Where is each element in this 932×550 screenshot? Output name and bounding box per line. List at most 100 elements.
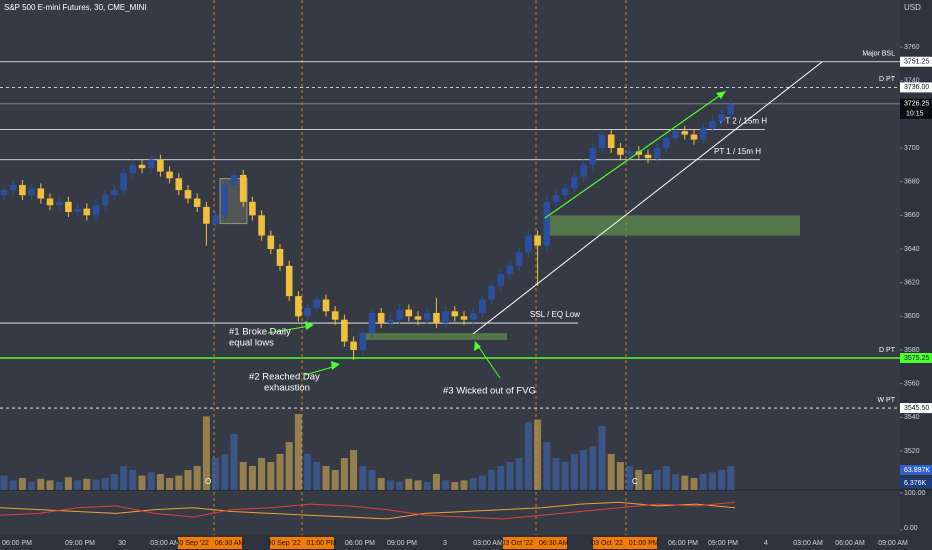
candle-body	[718, 114, 725, 122]
volume-bar	[368, 470, 376, 490]
x-tick-label: 06:00 PM	[345, 540, 375, 547]
time-highlight	[593, 537, 657, 549]
currency: USD	[904, 3, 921, 12]
candle-body	[111, 190, 118, 196]
candle-body	[19, 185, 26, 196]
zone	[362, 333, 507, 340]
volume-bar	[120, 466, 128, 490]
volume-bar	[156, 474, 164, 490]
annotation: #3 Wicked out of FVG	[443, 386, 536, 397]
x-tick-label: 03:00 AM	[793, 540, 823, 547]
candle-body	[543, 201, 551, 246]
candle-body	[65, 201, 72, 212]
indicator-label: O	[205, 477, 211, 486]
volume-bar	[442, 480, 450, 490]
oscillator-line	[0, 501, 736, 520]
volume-bar	[74, 480, 82, 490]
volume-bar	[230, 434, 238, 490]
volume-bar	[129, 470, 137, 490]
volume-bar	[552, 458, 560, 490]
candle-body	[672, 131, 679, 138]
volume-bar	[83, 478, 91, 490]
level-label: SSL / EQ Low	[530, 310, 580, 319]
candle-body	[423, 312, 431, 320]
arrow	[544, 93, 723, 219]
candle-body	[267, 235, 275, 249]
candle-body	[313, 299, 321, 308]
volume-bar	[147, 472, 155, 490]
candle-body	[101, 195, 109, 206]
price-tag-name: D PT	[879, 347, 896, 354]
candle-body	[341, 319, 348, 342]
candle-body	[617, 148, 624, 155]
volume-bar	[276, 454, 284, 490]
volume-bar	[386, 480, 394, 490]
volume-tag-box	[900, 478, 932, 488]
volume-bar	[18, 478, 26, 490]
y-tick-label: 3760	[904, 44, 920, 51]
price-tag-box	[900, 56, 932, 67]
trend-line	[472, 61, 823, 335]
volume-bar	[414, 480, 422, 490]
volume-bar	[304, 454, 312, 490]
price-tag-box	[900, 98, 932, 119]
x-tick-label: 30 Sep '22 01:00 PM	[267, 540, 336, 547]
candle-body	[635, 151, 643, 155]
volume-tag-box	[900, 465, 932, 475]
candle-body	[28, 188, 35, 196]
level-label: PT 1 / 15m H	[714, 147, 761, 156]
price-tag-label: 3736.00	[904, 84, 929, 91]
volume-bar	[469, 478, 477, 490]
annotation: #1 Broke Daily	[229, 327, 291, 338]
volume-bar	[294, 414, 302, 490]
x-tick-label: 06:00 AM	[835, 540, 865, 547]
time-highlight	[503, 537, 567, 549]
y-tick-label: 3580	[904, 347, 920, 354]
volume-bar	[166, 478, 174, 490]
x-tick-label: 03 Oct '22 01:00 PM	[591, 540, 659, 547]
candle-body	[451, 311, 459, 317]
volume-bar	[589, 446, 597, 490]
candle-body	[359, 333, 367, 350]
candle-body	[377, 312, 385, 324]
volume-tag: 63.897K	[904, 467, 930, 474]
volume-bar	[331, 470, 339, 490]
candle-body	[221, 185, 229, 216]
candle-body	[157, 159, 164, 172]
y-tick-label: 3560	[904, 381, 920, 388]
volume-bar	[488, 470, 496, 490]
volume-bar	[662, 466, 670, 490]
candle-body	[55, 201, 63, 206]
candle-body	[203, 206, 210, 224]
volume-bar	[267, 462, 275, 490]
annotation: exhaustion	[264, 383, 310, 394]
candle-body	[46, 198, 54, 206]
x-tick-label: 30	[118, 540, 126, 547]
volume-bar	[0, 475, 8, 490]
volume-bar	[285, 442, 293, 490]
oscillator-tick-label: 0.00	[904, 525, 918, 532]
chart-title: S&P 500 E-mini Futures, 30, CME_MINI	[4, 3, 147, 12]
price-tag-name: W PT	[878, 397, 896, 404]
candle-body	[405, 309, 413, 317]
volume-bar	[506, 462, 514, 490]
candle-body	[166, 171, 173, 179]
volume-bar	[202, 416, 210, 490]
candle-body	[469, 312, 477, 320]
volume-bar	[55, 482, 63, 490]
candle-body	[626, 151, 633, 155]
arrow	[477, 345, 501, 379]
price-tag-box	[900, 352, 932, 363]
volume-bar	[690, 478, 698, 490]
arrowhead	[331, 361, 340, 370]
volume-bar	[607, 454, 615, 490]
candle-body	[249, 201, 256, 216]
volume-bar	[727, 466, 735, 490]
candle-body	[83, 208, 91, 216]
volume-bar	[672, 474, 680, 490]
candle-body	[193, 198, 201, 207]
candle-body	[525, 235, 532, 253]
x-tick-label: 09:00 PM	[65, 540, 95, 547]
candle-body	[304, 307, 311, 317]
